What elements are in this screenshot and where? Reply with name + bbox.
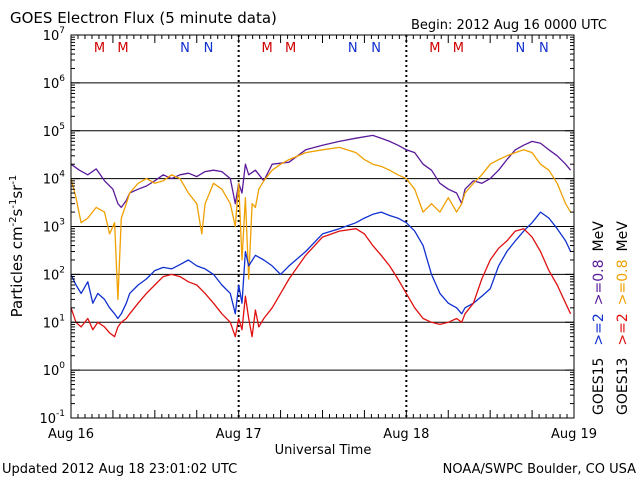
- y-tick-label-exp: 4: [59, 170, 65, 180]
- y-tick-label-base: 10: [43, 77, 60, 92]
- legend-goes13-label: GOES13: [615, 358, 631, 415]
- chart-title: GOES Electron Flux (5 minute data): [10, 9, 277, 27]
- y-tick-label-base: 10: [39, 412, 56, 427]
- y-tick-label: 107: [43, 26, 65, 44]
- legend-goes15-group: GOES15 >=2 >=0.8 MeV: [591, 221, 607, 415]
- legend-goes15-label: GOES15: [591, 358, 607, 415]
- y-axis-title-sup3: -1: [8, 175, 19, 185]
- legend-unit-goes15: MeV: [591, 221, 607, 252]
- grid-layer: [71, 35, 574, 418]
- y-tick-label-base: 10: [43, 364, 60, 379]
- series-line-0: [70, 134, 572, 209]
- marker-n: N: [371, 41, 381, 56]
- legend-goes13-ge08: >=0.8: [615, 259, 631, 305]
- legend-unit-goes13: MeV: [615, 221, 631, 252]
- y-tick-label-exp: 5: [59, 122, 65, 132]
- y-tick-label-exp: 6: [59, 74, 65, 84]
- marker-m: M: [117, 41, 128, 56]
- y-tick-label-exp: 3: [59, 218, 65, 228]
- y-tick-label-base: 10: [43, 125, 60, 140]
- x-tick-label: Aug 18: [383, 427, 429, 442]
- y-tick-label: 101: [43, 313, 65, 331]
- frame-layer: [70, 34, 575, 419]
- y-tick-label-exp: 2: [59, 265, 65, 275]
- updated-label: Updated 2012 Aug 18 23:01:02 UTC: [2, 462, 237, 477]
- y-axis-title-mid2: sr: [8, 184, 26, 199]
- marker-m: M: [262, 41, 273, 56]
- x-tick-labels: Aug 16 Aug 17 Aug 18 Aug 19: [48, 427, 597, 442]
- y-tick-label-exp: -1: [56, 409, 65, 419]
- y-tick-label: 103: [43, 218, 65, 236]
- y-tick-label-base: 10: [43, 268, 60, 283]
- series-line-2: [70, 211, 572, 320]
- marker-m: M: [453, 41, 464, 56]
- legend-goes13-group: GOES13 >=2 >=0.8 MeV: [615, 221, 631, 415]
- legend-goes15: GOES15 >=2 >=0.8 MeV: [591, 221, 607, 415]
- marker-n: N: [180, 41, 190, 56]
- series-line-1: [70, 146, 572, 301]
- x-tick-label: Aug 19: [551, 427, 597, 442]
- credit-label: NOAA/SWPC Boulder, CO USA: [443, 462, 636, 477]
- marker-n: N: [539, 41, 549, 56]
- marker-m: M: [429, 41, 440, 56]
- marker-n: N: [348, 41, 358, 56]
- y-tick-label-base: 10: [43, 29, 60, 44]
- legend-goes13-ge2: >=2: [615, 313, 631, 345]
- y-tick-label-base: 10: [43, 221, 60, 236]
- y-tick-label-exp: 0: [59, 361, 65, 371]
- legend-goes13: GOES13 >=2 >=0.8 MeV: [615, 221, 631, 415]
- marker-n: N: [204, 41, 214, 56]
- y-tick-label-base: 10: [43, 173, 60, 188]
- series-layer: [70, 134, 572, 338]
- marker-m: M: [94, 41, 105, 56]
- y-axis-title-group: Particles cm-2s-1sr-1: [8, 175, 26, 318]
- legend-goes15-ge08: >=0.8: [591, 259, 607, 305]
- series-line-3: [70, 228, 572, 338]
- y-axis-title-sup1: -2: [8, 216, 19, 226]
- y-axis-title-base: Particles cm: [8, 226, 26, 317]
- marker-m: M: [285, 41, 296, 56]
- y-tick-label: 105: [43, 122, 65, 140]
- marker-n: N: [515, 41, 525, 56]
- y-tick-label-base: 10: [43, 316, 60, 331]
- y-tick-label: 104: [43, 170, 66, 188]
- y-axis-title-mid1: s: [8, 208, 26, 216]
- begin-date-label: Begin: 2012 Aug 16 0000 UTC: [411, 18, 607, 33]
- y-tick-label-exp: 7: [59, 26, 65, 36]
- y-tick-label: 102: [43, 265, 65, 283]
- y-tick-label: 106: [43, 74, 66, 92]
- x-axis-title: Universal Time: [275, 443, 372, 458]
- y-axis-title-sup2: -1: [8, 199, 19, 209]
- y-tick-label: 10-1: [39, 409, 65, 427]
- legend-goes15-ge2: >=2: [591, 313, 607, 345]
- y-tick-label-exp: 1: [59, 313, 65, 323]
- x-tick-label: Aug 17: [216, 427, 262, 442]
- x-tick-label: Aug 16: [48, 427, 94, 442]
- y-tick-label: 100: [43, 361, 66, 379]
- y-axis-title: Particles cm-2s-1sr-1: [8, 175, 26, 318]
